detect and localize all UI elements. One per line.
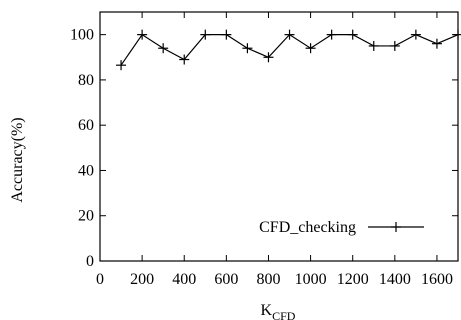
- data-point-marker: [431, 38, 442, 49]
- x-tick-label: 1600: [421, 271, 453, 288]
- data-point-marker: [263, 52, 274, 63]
- x-tick-label: 600: [214, 271, 238, 288]
- axes-group: [99, 11, 459, 262]
- data-point-marker: [389, 40, 400, 51]
- data-point-marker: [368, 40, 379, 51]
- data-point-marker: [453, 29, 461, 40]
- x-tick-label: 1000: [295, 271, 327, 288]
- x-axis-label-subscript: CFD: [272, 309, 296, 320]
- y-tick-label: 40: [78, 162, 94, 179]
- data-point-marker: [137, 29, 148, 40]
- x-tick-label: 1400: [379, 271, 411, 288]
- axis-labels-group: Accuracy(%) KCFD: [9, 117, 296, 320]
- legend-marker: [391, 222, 401, 232]
- y-tick-label: 0: [86, 253, 94, 270]
- x-tick-label: 0: [96, 271, 104, 288]
- x-tick-label: 1200: [337, 271, 369, 288]
- plot-frame: [99, 11, 459, 262]
- legend-label: CFD_checking: [259, 219, 356, 236]
- x-tick-label: 800: [256, 271, 280, 288]
- x-tick-label: 200: [130, 271, 154, 288]
- y-tick-label: 80: [78, 72, 94, 89]
- data-point-marker: [179, 54, 190, 65]
- x-axis-label-main: K: [261, 302, 273, 319]
- data-point-marker: [410, 29, 421, 40]
- data-point-marker: [305, 43, 316, 54]
- data-point-marker: [221, 29, 232, 40]
- data-point-marker: [284, 29, 295, 40]
- data-point-marker: [347, 29, 358, 40]
- data-point-marker: [242, 43, 253, 54]
- data-point-marker: [200, 29, 211, 40]
- y-axis-label: Accuracy(%): [9, 117, 26, 202]
- x-tick-label: 400: [172, 271, 196, 288]
- data-point-marker: [158, 43, 169, 54]
- y-tick-label: 60: [78, 117, 94, 134]
- data-point-marker: [116, 60, 127, 71]
- data-point-marker: [326, 29, 337, 40]
- y-tick-label: 20: [78, 208, 94, 225]
- series-group: [116, 29, 461, 71]
- ticks-group: 0 200 400 600 800 1000 1200 1400 1600 0 20 40 60 80 10…: [70, 12, 458, 288]
- y-tick-label: 100: [70, 27, 94, 44]
- legend: CFD_checking: [259, 219, 424, 236]
- x-axis-label: KCFD: [261, 302, 296, 320]
